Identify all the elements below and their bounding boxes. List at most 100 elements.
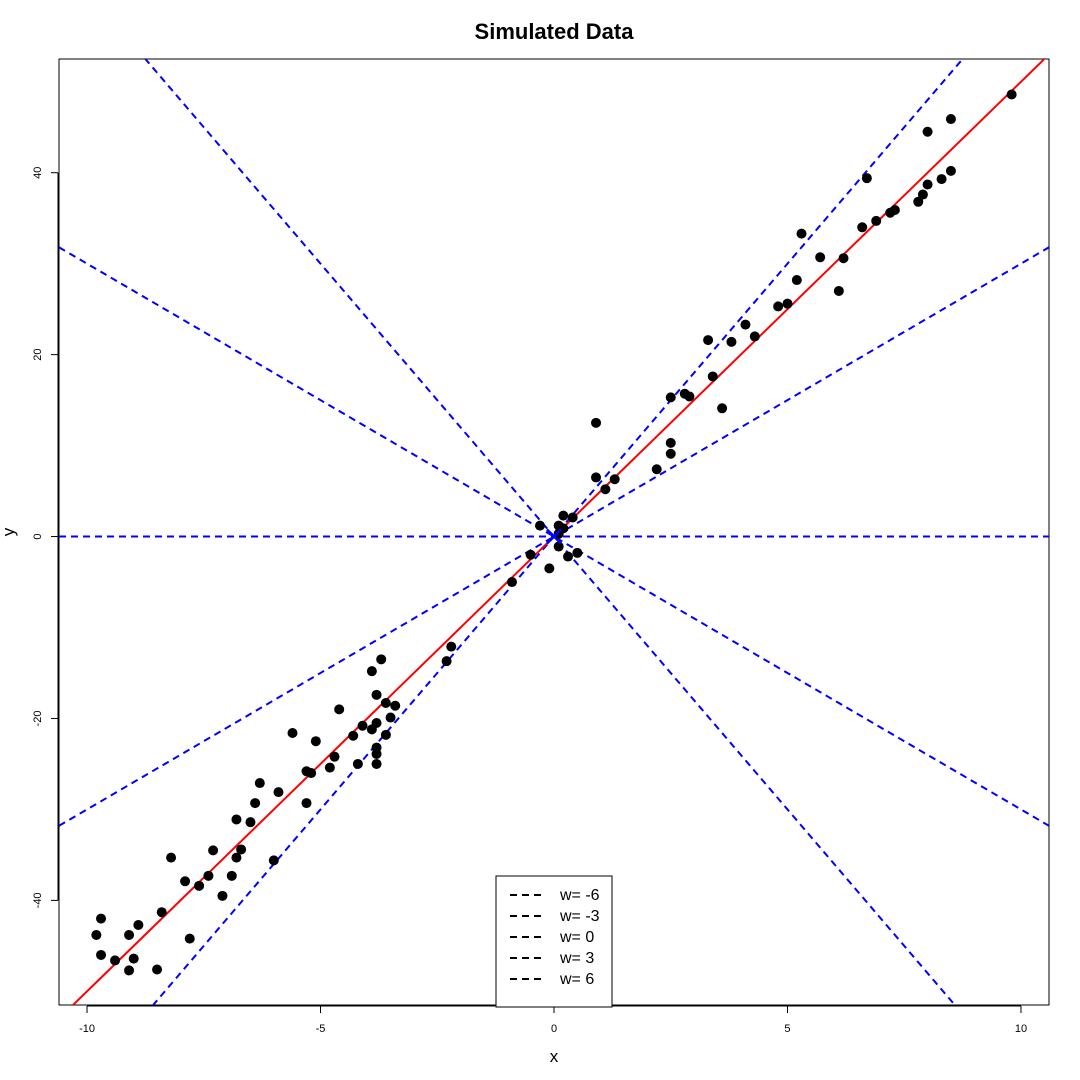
data-point (506, 577, 517, 588)
data-point (563, 551, 574, 562)
data-point (815, 252, 826, 263)
data-point (194, 880, 205, 891)
x-tick-label: -10 (79, 1023, 95, 1035)
data-point (348, 730, 359, 741)
data-point (231, 852, 242, 863)
data-point (703, 335, 714, 346)
data-point (857, 222, 868, 233)
data-point (572, 547, 583, 558)
data-point (534, 520, 545, 531)
y-axis: -40 -20 0 20 40 (32, 167, 59, 908)
data-point (1006, 89, 1017, 100)
data-point (796, 228, 807, 239)
data-point (273, 787, 284, 798)
data-point (544, 563, 555, 574)
data-point (726, 336, 737, 347)
data-point (324, 762, 335, 773)
data-point (329, 751, 340, 762)
data-point (250, 798, 261, 809)
data-point (945, 165, 956, 176)
data-point (376, 654, 387, 665)
data-point (357, 720, 368, 731)
x-tick-label: 10 (1015, 1023, 1027, 1035)
x-tick-label: 0 (551, 1023, 557, 1035)
data-point (558, 510, 569, 521)
y-tick-label: -20 (32, 711, 44, 727)
data-point (371, 718, 382, 729)
data-point (651, 464, 662, 475)
data-point (366, 666, 377, 677)
data-point (871, 215, 882, 226)
data-point (665, 448, 676, 459)
data-point (287, 728, 298, 739)
legend: w= -6 w= -3 w= 0 w= 3 w= 6 (495, 875, 613, 1008)
data-point (922, 179, 933, 190)
center-marker-stroke (546, 528, 562, 545)
data-point (782, 298, 793, 309)
data-point (371, 689, 382, 700)
legend-label: w= 3 (559, 950, 594, 967)
data-point (334, 704, 345, 715)
data-point (936, 174, 947, 185)
data-point (525, 549, 536, 560)
data-point (861, 173, 872, 184)
x-axis-label: x (550, 1047, 559, 1066)
data-point (917, 189, 928, 200)
data-point (591, 472, 602, 483)
data-point (591, 417, 602, 428)
data-point (217, 890, 228, 901)
data-point (380, 698, 391, 709)
data-point (609, 474, 620, 485)
data-point (310, 736, 321, 747)
legend-label: w= -3 (559, 908, 600, 925)
data-point (740, 319, 751, 330)
data-point (446, 641, 457, 652)
data-point (268, 855, 279, 866)
center-marker (546, 528, 562, 545)
legend-label: w= 0 (559, 929, 594, 946)
data-point (124, 929, 135, 940)
data-point (889, 204, 900, 215)
data-point (180, 876, 191, 887)
data-point (717, 403, 728, 414)
data-point (254, 778, 265, 789)
y-tick-label: 0 (32, 533, 44, 539)
y-tick-label: 20 (32, 349, 44, 361)
data-point (773, 301, 784, 312)
data-point (226, 870, 237, 881)
data-point (749, 331, 760, 342)
data-point (791, 275, 802, 286)
data-point (156, 907, 167, 918)
plot-frame (58, 58, 1050, 1006)
data-point (124, 965, 135, 976)
data-point (231, 814, 242, 825)
data-point (380, 729, 391, 740)
data-point (128, 953, 139, 964)
data-point (96, 949, 107, 960)
data-point (665, 437, 676, 448)
data-point (707, 371, 718, 382)
data-point (245, 817, 256, 828)
data-point (352, 758, 363, 769)
data-point (553, 541, 564, 552)
legend-label: w= 6 (559, 971, 594, 988)
data-point (600, 484, 611, 495)
data-point (152, 964, 163, 975)
data-point (91, 929, 102, 940)
data-point (684, 391, 695, 402)
data-point (371, 758, 382, 769)
data-point (203, 870, 214, 881)
data-point (236, 844, 247, 855)
data-point (208, 845, 219, 856)
data-point (441, 656, 452, 667)
data-point (913, 196, 924, 207)
data-point (133, 919, 144, 930)
chart-title: Simulated Data (475, 19, 635, 44)
y-tick-label: -40 (32, 892, 44, 908)
x-tick-label: 5 (784, 1023, 790, 1035)
data-point (96, 913, 107, 924)
x-tick-label: -5 (316, 1023, 326, 1035)
y-tick-label: 40 (32, 167, 44, 179)
data-point (306, 768, 317, 779)
